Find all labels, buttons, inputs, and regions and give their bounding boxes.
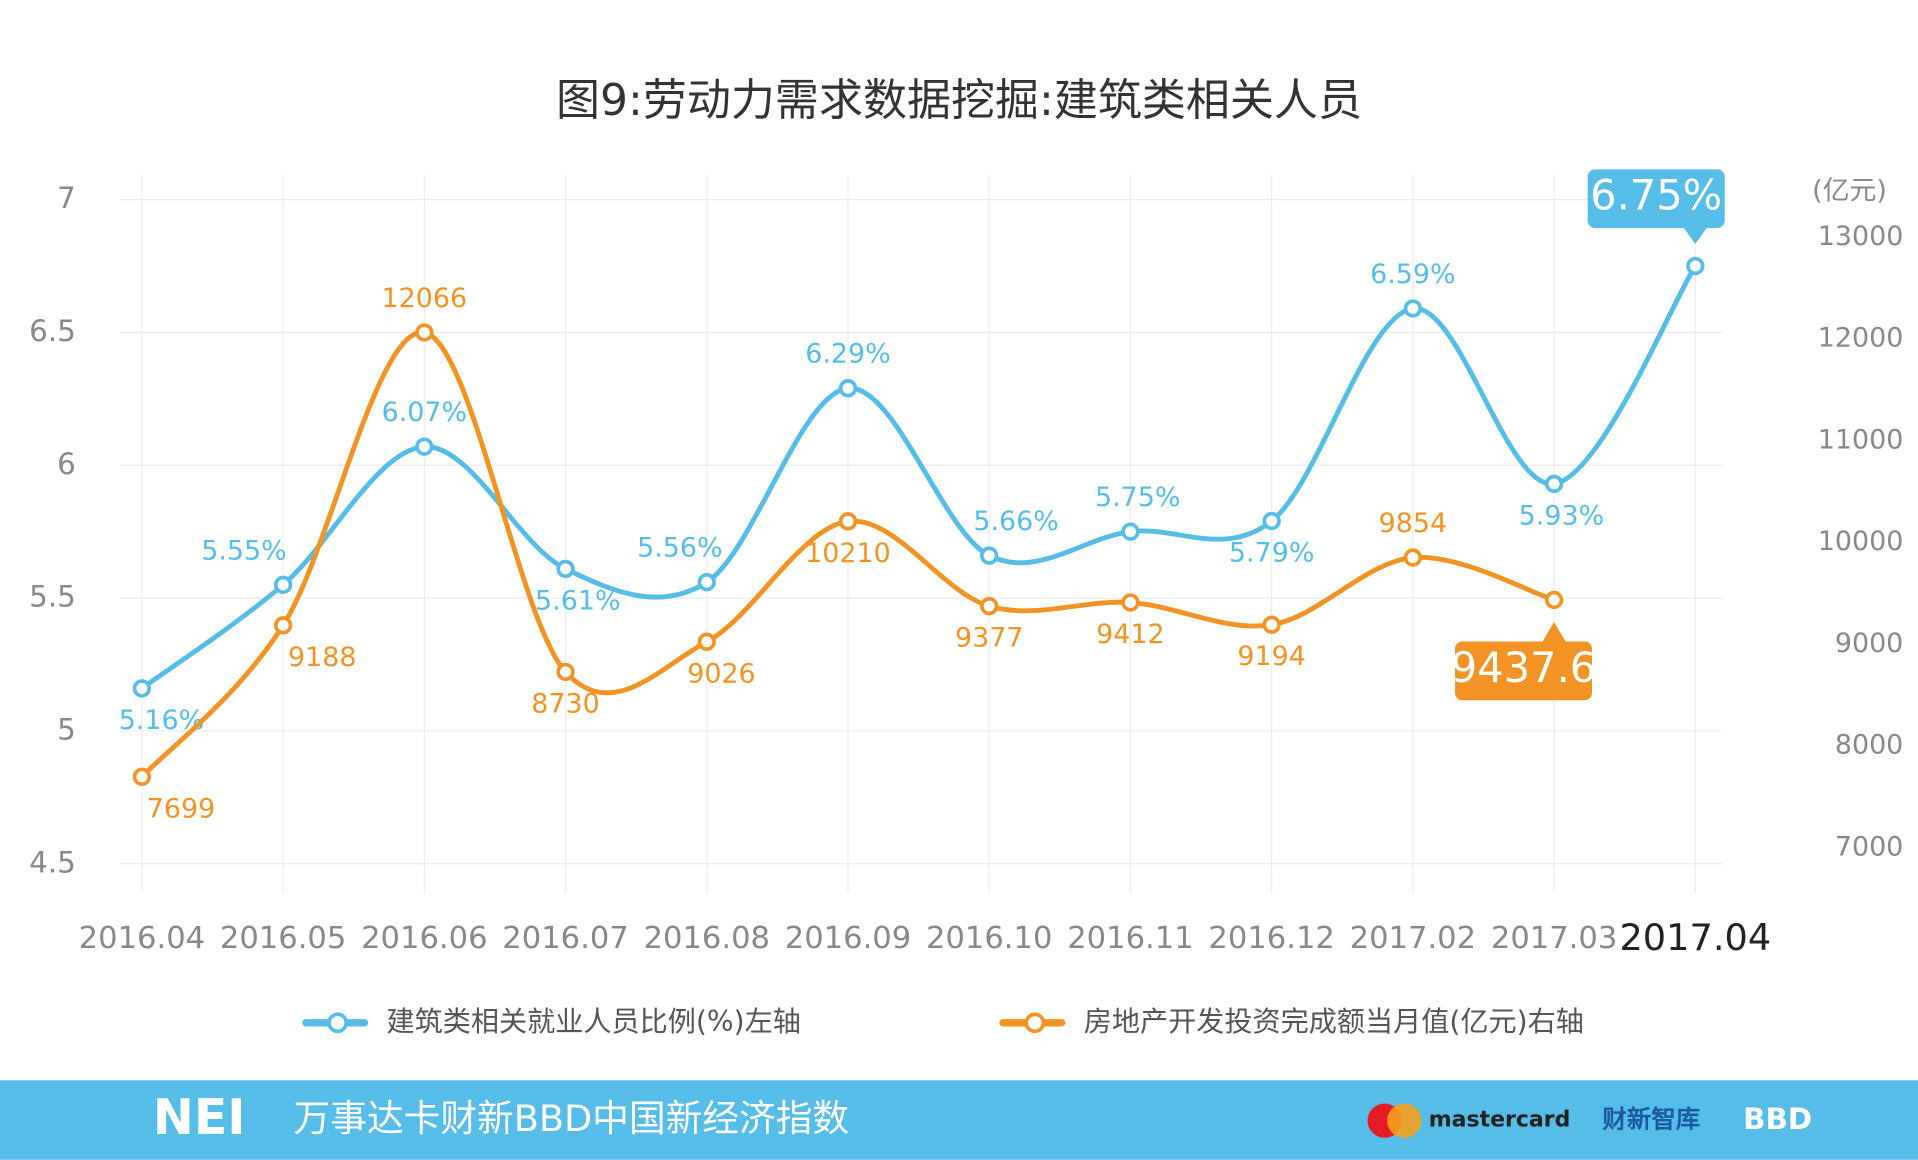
data-label: 9412 xyxy=(1096,619,1164,650)
data-label: 6.59% xyxy=(1370,259,1455,290)
data-point xyxy=(980,546,999,565)
data-point xyxy=(273,616,293,635)
y2-tick-label: 11000 xyxy=(1818,424,1904,455)
data-point xyxy=(1544,474,1564,494)
data-label: 5.93% xyxy=(1519,500,1604,531)
callout-tip xyxy=(1683,226,1708,244)
data-point xyxy=(1544,590,1564,610)
data-label: 9188 xyxy=(288,642,356,673)
footer-title: 万事达卡财新BBD中国新经济指数 xyxy=(294,1097,850,1140)
x-tick-label: 2016.07 xyxy=(502,921,628,956)
data-point xyxy=(273,575,293,594)
footer-partner: mastercard xyxy=(1429,1108,1571,1133)
data-label: 12066 xyxy=(382,283,468,314)
data-point xyxy=(1262,511,1281,531)
data-point xyxy=(1262,615,1281,634)
footer-logo: NEI xyxy=(153,1089,246,1146)
callout-tip xyxy=(1541,621,1567,643)
y-tick-label: 6.5 xyxy=(29,314,76,348)
legend-label: 建筑类相关就业人员比例(%)左轴 xyxy=(387,1005,801,1038)
data-point xyxy=(838,512,858,531)
data-label: 9194 xyxy=(1237,641,1305,672)
x-tick-label: 2017.04 xyxy=(1619,916,1771,959)
data-point xyxy=(838,379,858,398)
data-point xyxy=(697,572,716,592)
y-tick-label: 7 xyxy=(57,181,76,215)
x-tick-label: 2016.12 xyxy=(1208,921,1334,956)
data-label: 7699 xyxy=(147,793,215,824)
data-label: 5.56% xyxy=(637,533,722,564)
callout-label: 9437.6 xyxy=(1451,643,1596,692)
data-point xyxy=(1403,548,1423,567)
legend-label: 房地产开发投资完成额当月值(亿元)右轴 xyxy=(1084,1005,1584,1038)
y2-tick-label: 13000 xyxy=(1818,221,1904,252)
legend-marker xyxy=(327,1012,349,1034)
footer-partner: BBD xyxy=(1743,1102,1812,1136)
data-label: 6.29% xyxy=(805,339,890,370)
x-tick-label: 2016.10 xyxy=(926,921,1052,956)
x-tick-label: 2016.06 xyxy=(361,921,487,956)
data-label: 9026 xyxy=(687,658,755,689)
legend-marker xyxy=(1024,1012,1046,1034)
footer-bar xyxy=(0,1080,1918,1160)
footer-partner: 财新智库 xyxy=(1602,1105,1700,1134)
series-line xyxy=(140,264,1698,691)
data-label: 6.07% xyxy=(382,397,467,428)
data-label: 5.79% xyxy=(1229,538,1314,569)
data-point xyxy=(415,437,434,456)
data-label: 5.75% xyxy=(1095,482,1180,513)
data-point xyxy=(697,632,716,651)
data-label: 9854 xyxy=(1379,508,1447,539)
data-label: 5.55% xyxy=(201,535,286,566)
y-tick-label: 6 xyxy=(57,447,76,481)
y2-tick-label: 7000 xyxy=(1835,831,1903,862)
x-tick-label: 2016.05 xyxy=(220,921,346,956)
x-tick-label: 2017.03 xyxy=(1491,921,1617,956)
y-tick-label: 5.5 xyxy=(29,580,76,614)
data-point xyxy=(1121,593,1140,612)
y-tick-label: 4.5 xyxy=(29,845,76,879)
y2-tick-label: 12000 xyxy=(1818,323,1904,354)
x-tick-label: 2016.08 xyxy=(644,921,770,956)
data-point xyxy=(132,679,152,698)
x-tick-label: 2016.09 xyxy=(785,921,911,956)
y2-tick-label: 8000 xyxy=(1835,730,1903,761)
data-point xyxy=(132,767,152,786)
callout-label: 6.75% xyxy=(1590,171,1722,220)
data-label: 5.66% xyxy=(973,506,1058,537)
chart-title: 图9:劳动力需求数据挖掘:建筑类相关人员 xyxy=(556,75,1362,126)
callout-box xyxy=(1587,169,1725,229)
data-point xyxy=(980,596,999,616)
data-label: 9377 xyxy=(955,623,1023,654)
data-label: 8730 xyxy=(531,688,599,719)
y2-tick-label: 9000 xyxy=(1835,628,1903,659)
data-point xyxy=(1403,299,1423,318)
y2-tick-label: 10000 xyxy=(1818,526,1904,557)
data-label: 5.61% xyxy=(535,585,620,616)
x-tick-label: 2016.04 xyxy=(79,921,205,956)
data-label: 10210 xyxy=(805,538,891,569)
data-point xyxy=(556,662,575,682)
data-point xyxy=(1686,256,1705,276)
y-tick-label: 5 xyxy=(57,712,76,746)
x-tick-label: 2016.11 xyxy=(1067,921,1193,956)
callout-box xyxy=(1455,641,1593,701)
data-point xyxy=(1121,522,1140,541)
data-point xyxy=(556,559,575,579)
data-point xyxy=(415,323,434,342)
mc-circle xyxy=(1387,1103,1422,1138)
x-tick-label: 2017.02 xyxy=(1350,921,1476,956)
y2-axis-label: (亿元) xyxy=(1812,176,1887,207)
